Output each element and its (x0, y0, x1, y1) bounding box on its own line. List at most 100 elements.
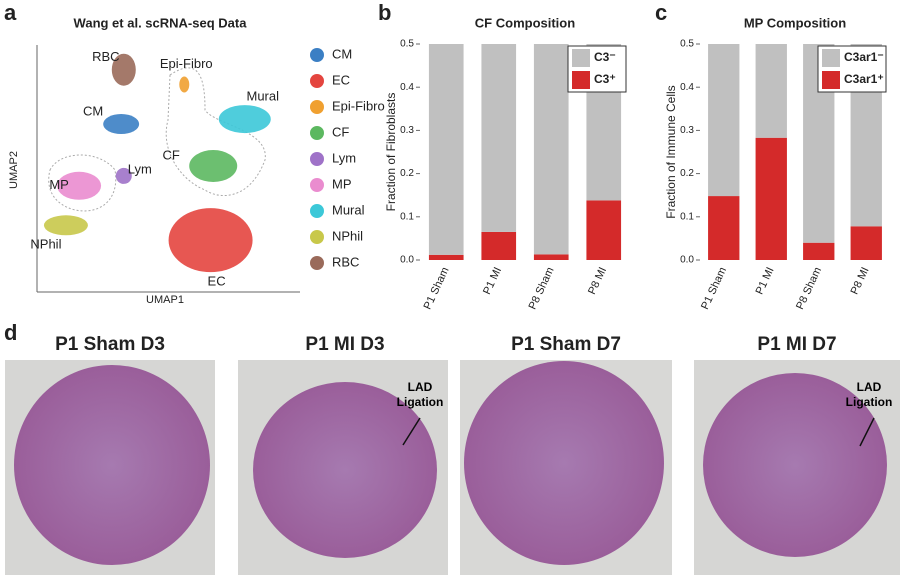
bar-segment (428, 254, 464, 260)
y-tick-label: 0.3 (400, 125, 414, 136)
bar-segment (428, 44, 464, 255)
cluster-label: Epi-Fibro (160, 56, 213, 71)
cluster (103, 114, 140, 135)
legend-swatch (572, 71, 590, 89)
y-axis-label: UMAP2 (8, 151, 20, 189)
legend-label: CM (332, 46, 352, 61)
y-tick-label: 0.5 (400, 39, 414, 50)
chart-title: Wang et al. scRNA-seq Data (74, 15, 248, 30)
bar-segment (755, 44, 787, 138)
legend-swatch (572, 49, 590, 67)
cluster (57, 171, 102, 200)
legend-swatch (822, 71, 840, 89)
legend-label: C3ar1⁻ (844, 50, 884, 64)
legend-marker (310, 256, 324, 270)
legend-marker (310, 204, 324, 218)
panel-label: d (4, 320, 17, 345)
bar-segment (708, 44, 740, 197)
legend-marker (310, 48, 324, 62)
y-axis-label: Fraction of Fibroblasts (384, 93, 398, 212)
cluster-label: MP (49, 177, 69, 192)
bar-segment (755, 137, 787, 260)
y-tick-label: 0.1 (400, 211, 414, 222)
y-tick-label: 0.2 (400, 168, 414, 179)
cluster-label: EC (208, 274, 226, 289)
chart-title: MP Composition (744, 15, 846, 30)
legend-label: CF (332, 124, 349, 139)
bar-segment (708, 196, 740, 260)
legend-label: Epi-Fibro (332, 98, 385, 113)
pointer (402, 417, 421, 446)
annotation-box: LAD Ligation (845, 380, 893, 409)
legend-label: MP (332, 176, 352, 191)
x-tick-label: P1 MI (754, 265, 777, 296)
legend-marker (310, 178, 324, 192)
cluster (179, 76, 190, 93)
y-axis-label: Fraction of Immune Cells (664, 85, 678, 218)
y-tick-label: 0.3 (680, 125, 694, 136)
legend-label: C3ar1⁺ (844, 72, 884, 86)
x-tick-label: P8 MI (586, 265, 609, 296)
cluster-label: CM (83, 103, 103, 118)
annotation: LAD Ligation (845, 380, 893, 409)
bar-segment (533, 44, 569, 255)
cluster-label: Mural (247, 89, 280, 104)
y-tick-label: 0.4 (400, 82, 414, 93)
cluster-label: RBC (92, 49, 119, 64)
bar-segment (803, 44, 835, 243)
annotation-box: LAD Ligation (396, 380, 444, 409)
bar-segment (533, 254, 569, 260)
legend-label: EC (332, 72, 350, 87)
bar-segment (481, 44, 517, 232)
annotation: LAD Ligation (396, 380, 444, 409)
image-title: P1 MI D7 (757, 334, 836, 355)
y-tick-label: 0.1 (680, 211, 694, 222)
chart-title: CF Composition (475, 15, 575, 30)
bar-segment (586, 200, 622, 260)
legend-marker (310, 74, 324, 88)
legend-marker (310, 230, 324, 244)
image-title: P1 Sham D7 (511, 334, 621, 355)
cluster (111, 53, 136, 86)
y-tick-label: 0.0 (680, 255, 694, 266)
cluster-label: NPhil (30, 237, 61, 252)
x-tick-label: P8 MI (849, 265, 872, 296)
x-tick-label: P8 Sham (527, 265, 557, 311)
cluster (218, 105, 271, 134)
x-tick-label: P1 Sham (699, 265, 729, 311)
bar-segment (481, 231, 517, 260)
bar-segment (850, 44, 882, 227)
legend-label: NPhil (332, 228, 363, 243)
cluster-label: Lym (128, 161, 152, 176)
panel-label: b (378, 0, 391, 25)
legend-label: Mural (332, 202, 365, 217)
legend-label: RBC (332, 254, 359, 269)
legend-marker (310, 126, 324, 140)
legend-swatch (822, 49, 840, 67)
tissue (703, 373, 887, 557)
cluster (189, 150, 238, 183)
panel-label: c (655, 0, 667, 25)
tissue (253, 382, 437, 558)
legend-marker (310, 152, 324, 166)
legend-marker (310, 100, 324, 114)
legend-label: C3⁻ (594, 50, 616, 64)
x-tick-label: P1 MI (481, 265, 504, 296)
tissue (14, 365, 210, 565)
image-title: P1 MI D3 (305, 334, 384, 355)
bar-segment (586, 44, 622, 201)
bars (708, 44, 882, 260)
legend-label: C3⁺ (594, 72, 616, 86)
y-tick-label: 0.2 (680, 168, 694, 179)
y-tick-label: 0.0 (400, 255, 414, 266)
cluster (168, 208, 253, 273)
cluster-label: CF (163, 147, 180, 162)
pointer (859, 417, 875, 447)
x-tick-label: P8 Sham (794, 265, 824, 311)
x-tick-label: P1 Sham (422, 265, 452, 311)
tissue (464, 361, 664, 565)
bar-segment (850, 226, 882, 260)
bar-segment (803, 242, 835, 260)
